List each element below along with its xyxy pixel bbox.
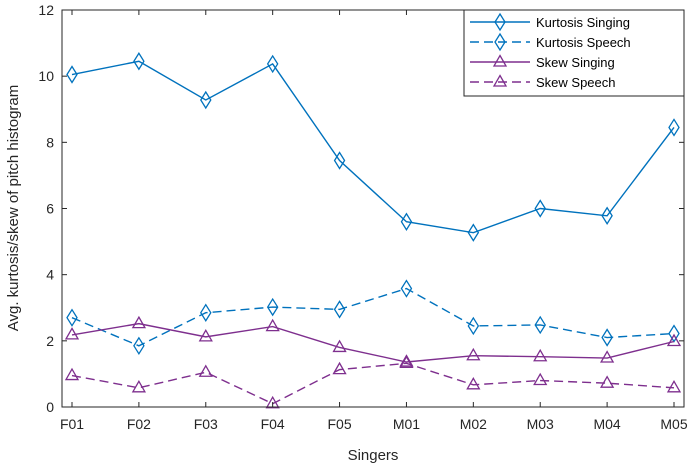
legend-marker: [494, 12, 506, 32]
data-point: [466, 347, 481, 361]
legend-entry: Kurtosis Singing: [536, 15, 630, 30]
data-point: [333, 300, 346, 319]
x-tick-label: F05: [327, 416, 351, 432]
data-point: [66, 65, 78, 84]
legend-entry: Skew Speech: [536, 75, 616, 90]
data-point: [198, 329, 213, 342]
data-point: [66, 308, 78, 327]
series-line: [71, 322, 675, 363]
data-point: [400, 212, 413, 231]
x-tick-label: M04: [593, 416, 620, 432]
series-1: [66, 279, 680, 356]
y-tick-label: 8: [46, 134, 54, 150]
data-point: [266, 54, 279, 74]
data-point: [133, 52, 145, 71]
data-point: [666, 333, 682, 347]
data-point: [266, 297, 279, 317]
data-point: [333, 151, 346, 170]
legend: Kurtosis Singing Kurtosis Speech Skew Sing…: [463, 9, 685, 97]
data-point: [668, 118, 680, 137]
legend-marker: [492, 54, 508, 67]
x-axis-label: Singers: [348, 447, 399, 464]
data-point: [131, 380, 147, 393]
series-3: [64, 355, 682, 409]
series-2: [64, 315, 682, 367]
x-tick-label: F01: [60, 416, 84, 432]
data-point: [533, 372, 548, 386]
data-point: [534, 199, 546, 218]
legend-marker: [494, 32, 506, 52]
data-point: [399, 355, 414, 368]
y-tick-label: 0: [46, 399, 54, 415]
data-point: [601, 328, 613, 347]
legend-entry: Kurtosis Speech: [536, 35, 631, 50]
data-point: [668, 324, 680, 343]
data-point: [400, 279, 413, 298]
x-tick-label: F02: [127, 416, 151, 432]
series-line: [71, 362, 675, 405]
data-point: [64, 327, 80, 340]
data-point: [467, 223, 480, 242]
data-point: [599, 350, 615, 363]
x-tick-label: F04: [261, 416, 285, 432]
y-tick-label: 2: [46, 333, 54, 349]
data-point: [200, 303, 212, 322]
x-tick-label: F03: [194, 416, 218, 432]
axis-ticks: 0 2 4 6 8 10 12 F01 F02 F03 F04 F05 M01 M02 M03 M04 M05: [38, 2, 687, 432]
data-point: [534, 315, 546, 335]
data-point: [666, 380, 682, 393]
data-point: [200, 90, 212, 110]
data-point: [533, 348, 548, 362]
y-tick-label: 12: [38, 2, 54, 18]
data-point: [332, 339, 347, 353]
series-0: [66, 52, 680, 242]
y-tick-label: 4: [46, 267, 54, 283]
x-tick-label: M05: [660, 416, 687, 432]
x-tick-label: M02: [460, 416, 487, 432]
series-line: [71, 60, 675, 234]
data-point: [467, 316, 480, 336]
plot-lines: [64, 52, 682, 409]
y-axis-label: Avg. kurtosis/skew of pitch histogram: [5, 85, 22, 332]
data-point: [64, 367, 80, 381]
data-point: [198, 364, 213, 377]
legend-entry: Skew Singing: [536, 55, 615, 70]
x-tick-label: M01: [393, 416, 420, 432]
data-point: [265, 395, 280, 409]
x-tick-label: M03: [527, 416, 554, 432]
data-point: [599, 375, 615, 388]
data-point: [133, 336, 145, 356]
data-point: [332, 361, 347, 375]
data-point: [265, 318, 280, 332]
y-tick-label: 6: [46, 201, 54, 217]
y-tick-label: 10: [38, 68, 54, 84]
data-point: [131, 315, 147, 329]
data-point: [399, 354, 414, 367]
series-line: [71, 287, 675, 347]
legend-marker: [492, 74, 508, 87]
data-point: [466, 377, 481, 390]
data-point: [601, 206, 613, 226]
